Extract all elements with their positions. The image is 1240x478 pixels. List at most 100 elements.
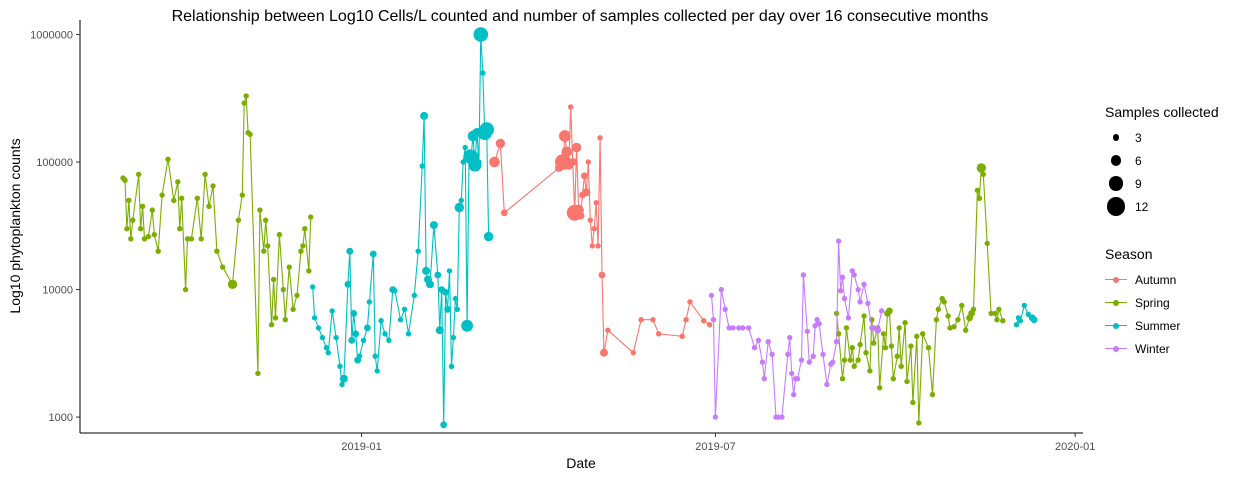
data-point: [597, 135, 603, 141]
data-point: [851, 363, 857, 369]
data-point: [280, 286, 286, 293]
data-point: [740, 325, 746, 331]
data-point: [137, 226, 144, 232]
data-point: [576, 211, 585, 220]
data-point: [849, 345, 855, 351]
data-point: [650, 317, 656, 323]
data-point: [851, 272, 857, 278]
data-point: [155, 248, 161, 254]
data-point: [479, 122, 495, 137]
data-point: [751, 345, 758, 351]
data-point: [941, 299, 947, 305]
data-point: [814, 317, 820, 323]
data-point: [214, 248, 220, 254]
data-point: [865, 300, 871, 306]
data-point: [366, 299, 373, 305]
data-point: [841, 357, 848, 363]
data-point: [976, 163, 986, 173]
data-point: [298, 248, 304, 254]
data-point: [701, 318, 707, 324]
data-point: [422, 266, 431, 275]
data-point: [867, 368, 873, 374]
data-point: [736, 325, 742, 331]
x-tick-label: 2019-07: [695, 441, 735, 453]
data-point: [568, 104, 574, 110]
data-point: [302, 226, 308, 232]
data-point: [1030, 316, 1038, 324]
data-point: [360, 337, 367, 343]
data-point: [419, 163, 425, 169]
size-legend-label: 3: [1135, 130, 1142, 145]
data-point: [920, 331, 926, 337]
data-point: [587, 217, 593, 223]
y-tick-label: 1000: [49, 412, 73, 424]
data-point: [454, 306, 460, 312]
data-point: [458, 197, 464, 204]
data-point: [730, 325, 736, 331]
data-point: [364, 324, 371, 332]
data-point: [683, 317, 689, 323]
size-legend-label: 6: [1135, 153, 1142, 168]
data-point: [992, 310, 998, 317]
data-point: [378, 318, 384, 324]
data-point: [448, 363, 455, 369]
data-point: [220, 264, 226, 270]
data-point: [210, 183, 216, 189]
data-point: [976, 195, 983, 201]
size-legend-dot: [1106, 197, 1126, 216]
y-tick-label: 10000: [42, 285, 73, 297]
data-point: [177, 226, 183, 232]
data-point: [593, 200, 599, 206]
data-point: [415, 248, 421, 254]
data-point: [910, 399, 916, 406]
data-point: [888, 343, 895, 349]
data-point: [344, 280, 352, 288]
data-point: [473, 27, 489, 42]
season-legend-item: Autumn: [1105, 268, 1235, 291]
data-point: [933, 317, 940, 323]
data-point: [429, 221, 438, 230]
data-point: [839, 376, 846, 382]
size-legend-label: 9: [1135, 176, 1142, 191]
series-winter: [708, 238, 885, 420]
data-point: [198, 236, 204, 242]
data-point: [339, 381, 345, 388]
data-point: [337, 363, 343, 369]
data-point: [323, 345, 330, 351]
size-legend-item: 9: [1105, 172, 1235, 195]
data-point: [261, 248, 267, 254]
data-point: [804, 328, 810, 335]
data-point: [994, 317, 1000, 323]
data-point: [894, 353, 900, 359]
data-point: [951, 324, 957, 330]
data-point: [440, 421, 448, 429]
data-point: [959, 302, 965, 309]
data-point: [175, 179, 181, 185]
season-legend-key: [1105, 343, 1127, 355]
data-point: [194, 195, 200, 201]
data-point: [489, 156, 500, 168]
data-point: [605, 327, 611, 333]
season-legend-key: [1105, 320, 1127, 332]
data-point: [265, 243, 271, 249]
data-point: [1013, 322, 1020, 328]
data-point: [435, 326, 444, 335]
data-point: [908, 343, 914, 349]
data-point: [171, 197, 177, 204]
data-point: [325, 350, 331, 356]
data-point: [243, 93, 249, 99]
data-point: [139, 203, 146, 209]
data-point: [871, 340, 877, 346]
data-point: [454, 202, 464, 213]
y-ticks: 1000 10000 100000 1000000: [30, 30, 80, 424]
data-point: [761, 376, 767, 382]
data-point: [329, 308, 335, 314]
data-point: [286, 264, 292, 270]
data-point: [812, 323, 818, 329]
data-point: [480, 70, 486, 76]
data-point: [679, 333, 685, 339]
data-point: [202, 171, 208, 178]
data-point: [769, 351, 775, 358]
data-point: [755, 337, 762, 343]
